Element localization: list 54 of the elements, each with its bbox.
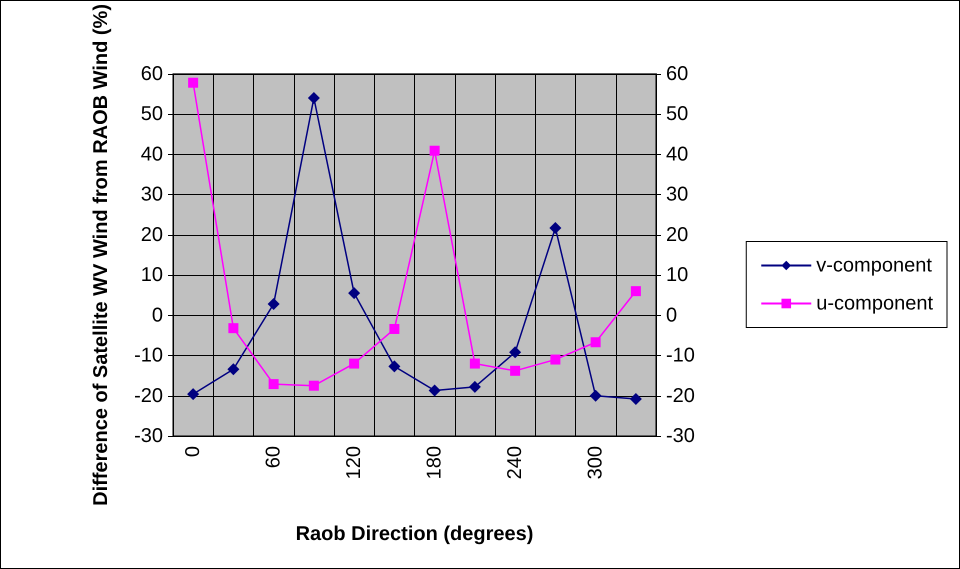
x-tick-label: 180	[424, 446, 446, 480]
x-tick-label: 240	[504, 446, 526, 480]
y2-tick-label: 60	[666, 62, 688, 85]
x-tick-label: 60	[262, 446, 285, 468]
y-axis-title: Difference of Satellite WV Wind from RAOB Wind (%)	[90, 4, 112, 506]
legend-label: v-component	[816, 254, 932, 276]
x-tick-label: 300	[584, 446, 607, 480]
x-axis-title: Raob Direction (degrees)	[296, 523, 534, 545]
y2-tick-label: -30	[666, 425, 695, 447]
point	[349, 358, 360, 369]
point	[188, 78, 198, 88]
y2-tick-label: 50	[666, 103, 688, 126]
x-tick-label: 120	[343, 446, 366, 480]
point	[509, 346, 522, 358]
point	[549, 222, 562, 234]
point	[228, 323, 238, 334]
x-tick-label: 0	[182, 446, 204, 458]
point	[268, 379, 279, 390]
point	[308, 380, 319, 391]
point	[428, 384, 441, 397]
y-tick-label: 40	[140, 143, 163, 166]
point	[590, 390, 602, 402]
y-tick-label: -30	[134, 425, 163, 447]
legend-label: u-component	[816, 292, 934, 314]
point	[510, 366, 520, 376]
y-tick-label: -10	[134, 344, 163, 367]
y2-tick-label: -20	[666, 384, 695, 407]
y-tick-label: 0	[152, 304, 163, 326]
point	[268, 298, 280, 310]
point	[348, 287, 360, 300]
point	[187, 388, 200, 400]
y2-tick-label: 10	[666, 264, 688, 286]
point	[468, 380, 481, 393]
y2-tick-label: 0	[666, 304, 678, 326]
point	[630, 286, 641, 296]
y2-tick-label: 40	[666, 143, 688, 166]
y-tick-label: 20	[140, 224, 163, 246]
point	[590, 337, 601, 348]
y-tick-label: -20	[134, 384, 163, 407]
y2-tick-label: 20	[666, 224, 688, 246]
y-tick-label: 60	[140, 62, 163, 85]
point	[227, 363, 240, 376]
y-tick-label: 50	[140, 103, 163, 126]
point	[470, 358, 480, 369]
y-tick-label: 10	[140, 264, 163, 286]
point	[550, 354, 560, 365]
point	[308, 92, 320, 104]
y2-tick-label: -10	[666, 344, 695, 367]
point	[388, 360, 400, 372]
y-tick-label: 30	[140, 184, 163, 206]
y2-tick-label: 30	[666, 184, 688, 206]
point	[430, 146, 440, 156]
point	[389, 324, 400, 334]
point	[630, 392, 642, 405]
